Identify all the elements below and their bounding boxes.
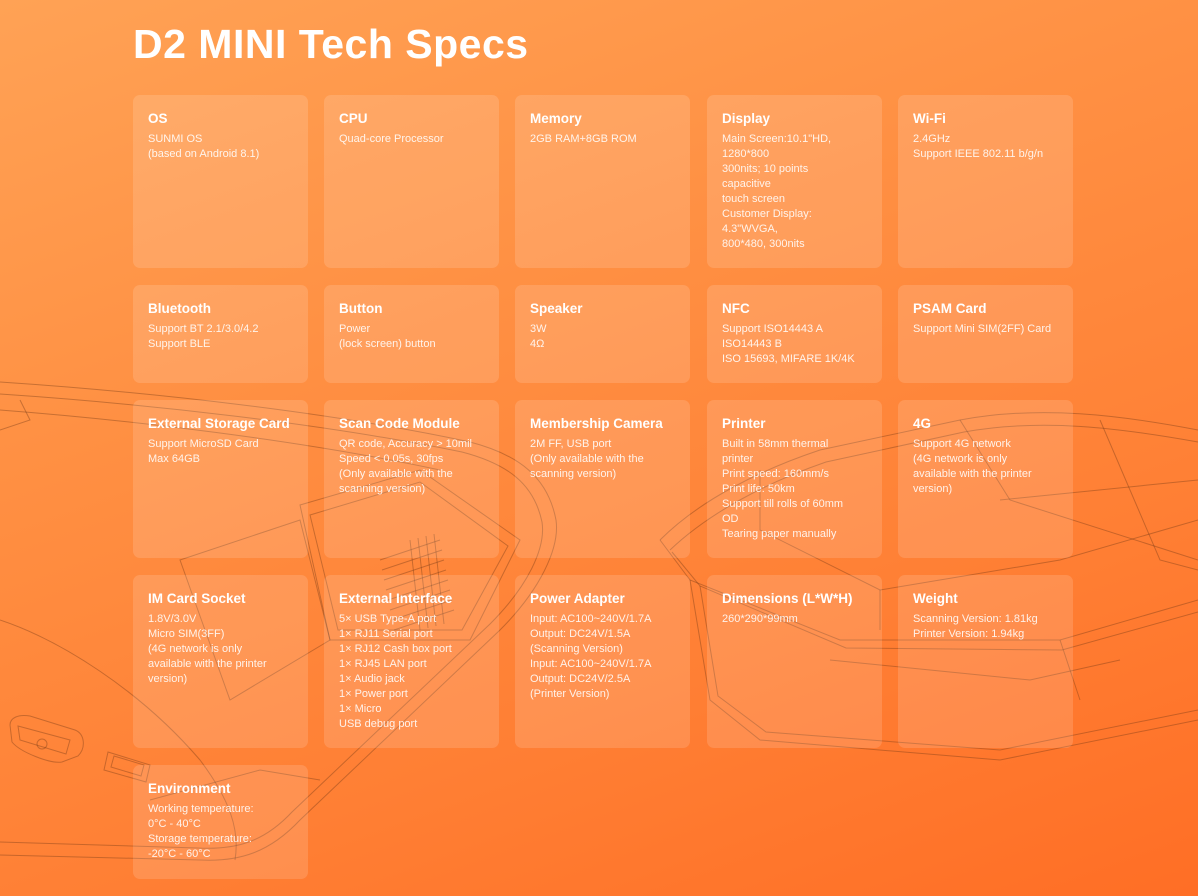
spec-card-value: Scanning Version: 1.81kg Printer Version… [913,613,1038,640]
spec-card-title: Weight [913,591,958,606]
spec-card-scan-code-module: Scan Code Module QR code, Accuracy > 10m… [324,400,499,558]
spec-card-value: 2.4GHz Support IEEE 802.11 b/g/n [913,133,1044,160]
spec-card-memory: Memory 2GB RAM+8GB ROM [515,95,690,268]
spec-card-title: Printer [722,416,766,431]
spec-card-membership-camera: Membership Camera 2M FF, USB port (Only … [515,400,690,558]
spec-card-cpu: CPU Quad-core Processor [324,95,499,268]
spec-card-psam-card: PSAM Card Support Mini SIM(2FF) Card [898,285,1073,383]
spec-card-title: External Interface [339,591,453,606]
spec-card-display: Display Main Screen:10.1"HD, 1280*800 30… [707,95,882,268]
spec-card-environment: Environment Working temperature: 0°C - 4… [133,765,308,879]
spec-card-value: 5× USB Type-A port 1× RJ11 Serial port 1… [339,613,452,730]
spec-card-dimensions: Dimensions (L*W*H) 260*290*99mm [707,575,882,748]
spec-card-external-interface: External Interface 5× USB Type-A port 1×… [324,575,499,748]
spec-card-value: Power (lock screen) button [339,323,436,350]
spec-card-title: CPU [339,111,368,126]
spec-card-value: Support Mini SIM(2FF) Card [913,323,1052,335]
spec-card-title: Environment [148,781,231,796]
spec-card-button: Button Power (lock screen) button [324,285,499,383]
spec-card-title: Scan Code Module [339,416,460,431]
spec-card-weight: Weight Scanning Version: 1.81kg Printer … [898,575,1073,748]
spec-card-printer: Printer Built in 58mm thermal printer Pr… [707,400,882,558]
spec-card-title: Speaker [530,301,583,316]
spec-card-value: Built in 58mm thermal printer Print spee… [722,438,844,540]
spec-card-bluetooth: Bluetooth Support BT 2.1/3.0/4.2 Support… [133,285,308,383]
spec-card-value: SUNMI OS (based on Android 8.1) [148,133,260,160]
spec-card-title: 4G [913,416,932,431]
spec-card-value: Support 4G network (4G network is only a… [913,438,1032,495]
spec-card-value: 3W 4Ω [530,323,547,350]
spec-card-title: Dimensions (L*W*H) [722,591,853,606]
spec-card-im-card-socket: IM Card Socket 1.8V/3.0V Micro SIM(3FF) … [133,575,308,748]
spec-card-nfc: NFC Support ISO14443 A ISO14443 B ISO 15… [707,285,882,383]
spec-card-title: Display [722,111,771,126]
spec-card-title: Memory [530,111,582,126]
spec-card-title: External Storage Card [148,416,290,431]
spec-card-wifi: Wi-Fi 2.4GHz Support IEEE 802.11 b/g/n [898,95,1073,268]
spec-card-value: Quad-core Processor [339,133,444,145]
spec-card-title: Membership Camera [530,416,663,431]
spec-card-value: Support BT 2.1/3.0/4.2 Support BLE [148,323,259,350]
spec-card-value: Main Screen:10.1"HD, 1280*800 300nits; 1… [722,133,832,250]
spec-card-title: NFC [722,301,750,316]
spec-card-title: Power Adapter [530,591,625,606]
spec-card-title: PSAM Card [913,301,987,316]
spec-card-value: Support ISO14443 A ISO14443 B ISO 15693,… [722,323,855,365]
spec-card-value: Working temperature: 0°C - 40°C Storage … [148,803,254,860]
spec-card-title: Button [339,301,383,316]
spec-card-value: 1.8V/3.0V Micro SIM(3FF) (4G network is … [148,613,267,685]
spec-card-title: Wi-Fi [913,111,946,126]
spec-card-value: 260*290*99mm [722,613,798,625]
spec-card-4g: 4G Support 4G network (4G network is onl… [898,400,1073,558]
spec-card-os: OS SUNMI OS (based on Android 8.1) [133,95,308,268]
spec-card-value: 2M FF, USB port (Only available with the… [530,438,644,480]
spec-card-value: 2GB RAM+8GB ROM [530,133,637,145]
spec-card-external-storage-card: External Storage Card Support MicroSD Ca… [133,400,308,558]
page-title: D2 MINI Tech Specs [133,21,529,67]
spec-card-value: QR code, Accuracy > 10mil Speed < 0.05s,… [339,438,472,495]
spec-card-speaker: Speaker 3W 4Ω [515,285,690,383]
spec-card-title: OS [148,111,168,126]
spec-card-power-adapter: Power Adapter Input: AC100~240V/1.7A Out… [515,575,690,748]
spec-card-value: Support MicroSD Card Max 64GB [148,438,259,465]
spec-card-value: Input: AC100~240V/1.7A Output: DC24V/1.5… [530,613,652,700]
spec-card-title: IM Card Socket [148,591,246,606]
spec-card-title: Bluetooth [148,301,211,316]
